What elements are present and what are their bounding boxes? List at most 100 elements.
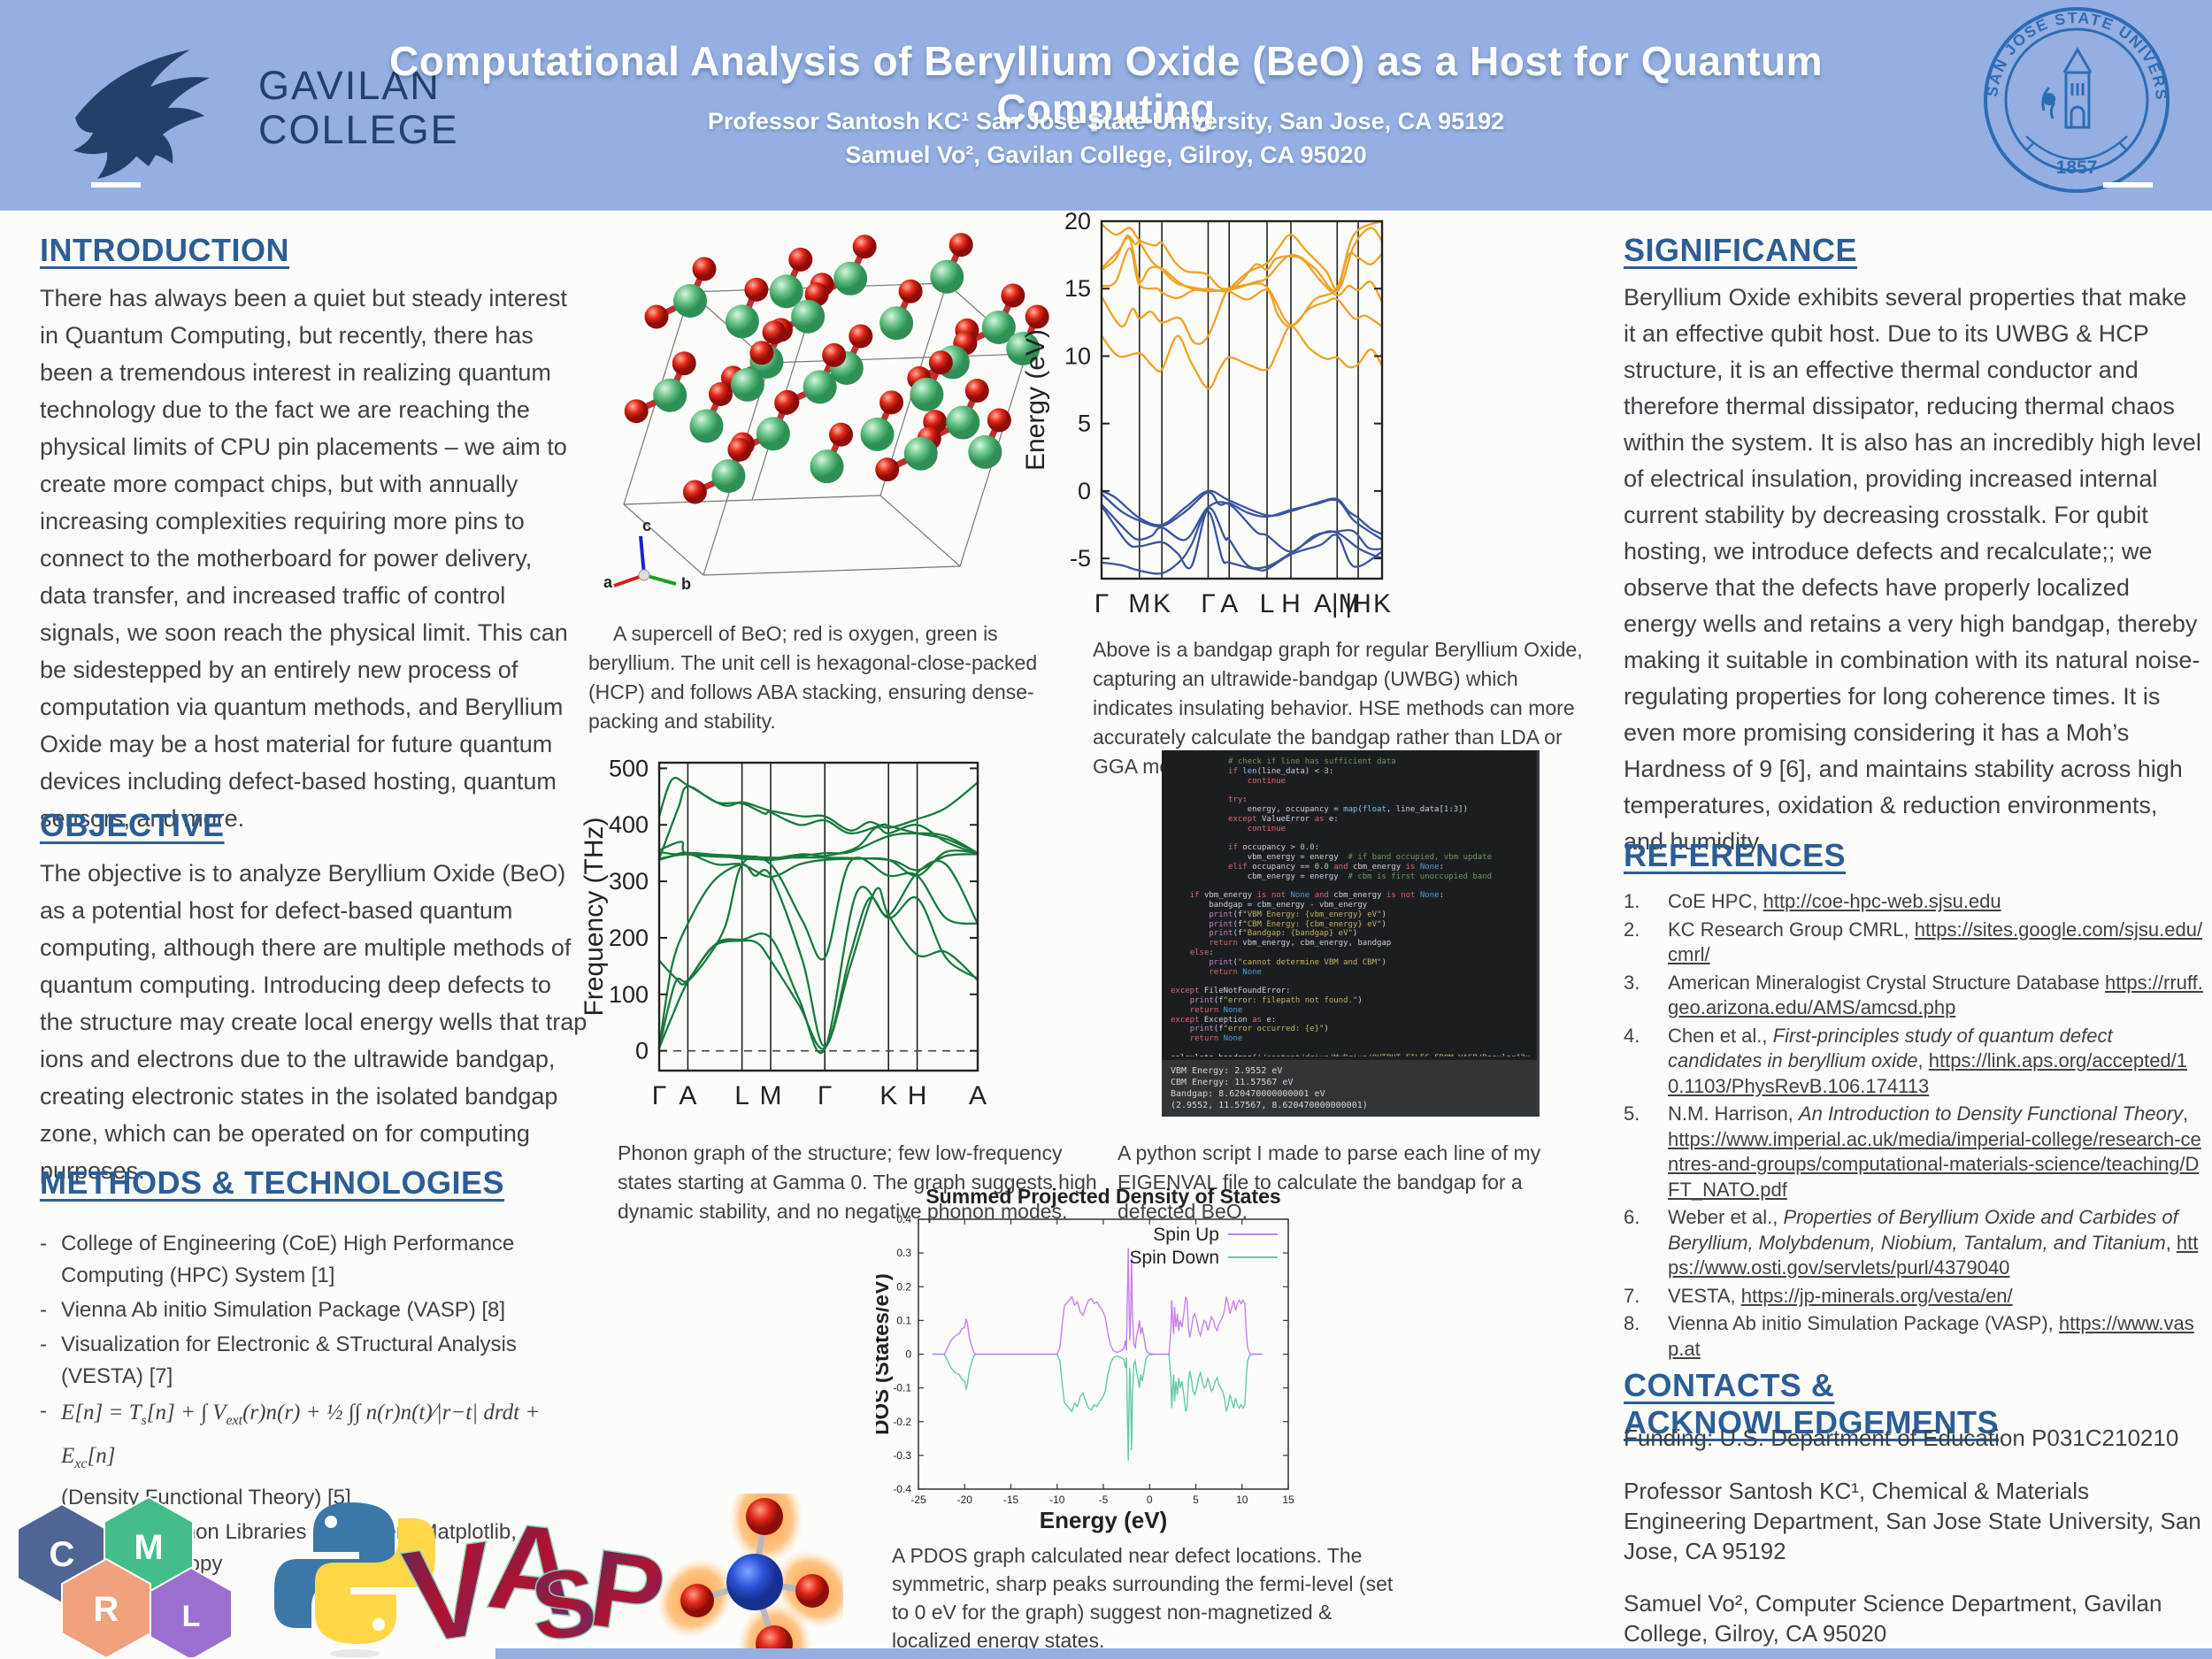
svg-text:5: 5 xyxy=(1078,411,1091,437)
svg-text:-0.1: -0.1 xyxy=(893,1382,911,1394)
reference-link[interactable]: http://coe-hpc-web.sjsu.edu xyxy=(1763,890,2001,912)
svg-text:100: 100 xyxy=(609,981,649,1008)
crystal-caption: A supercell of BeO; red is oxygen, green… xyxy=(588,622,1038,733)
svg-text:10: 10 xyxy=(1236,1494,1248,1506)
svg-text:Γ: Γ xyxy=(1201,589,1216,618)
svg-text:-15: -15 xyxy=(1003,1494,1019,1506)
cmrl-letter-m: M xyxy=(134,1528,163,1567)
svg-text:a: a xyxy=(603,573,613,591)
svg-text:300: 300 xyxy=(609,868,649,895)
reference-text: , xyxy=(2183,1102,2189,1125)
methods-item: - College of Engineering (CoE) High Perfo… xyxy=(40,1228,593,1292)
author-block: Professor Santosh KC¹ San Jose State Uni… xyxy=(327,104,1885,172)
reference-item: 6. Weber et al., Properties of Beryllium … xyxy=(1624,1205,2203,1281)
reference-text: N.M. Harrison, xyxy=(1668,1102,1799,1125)
gavilan-wordmark-line2: COLLEGE xyxy=(258,107,459,152)
reference-text: VESTA, xyxy=(1668,1284,1741,1307)
svg-text:H: H xyxy=(908,1081,927,1110)
section-heading-introduction: INTRODUCTION xyxy=(40,232,289,268)
svg-text:0.1: 0.1 xyxy=(896,1314,911,1326)
pdos-caption: A PDOS graph calculated near defect loca… xyxy=(892,1544,1394,1652)
svg-text:5: 5 xyxy=(1193,1494,1199,1506)
svg-text:-5: -5 xyxy=(1099,1494,1109,1506)
header-dash-right xyxy=(2103,182,2153,188)
reference-link[interactable]: https://sites.google.com/sjsu.edu/cmrl/ xyxy=(1668,918,2203,966)
svg-text:20: 20 xyxy=(1064,208,1091,234)
code-output: VBM Energy: 2.9552 eV CBM Energy: 11.575… xyxy=(1162,1060,1537,1117)
reference-text: Weber et al., xyxy=(1668,1206,1784,1228)
reference-link[interactable]: https://www.osti.gov/servlets/purl/43790… xyxy=(1668,1231,2199,1279)
reference-item: 4. Chen et al., First-principles study of… xyxy=(1624,1024,2203,1100)
reference-text: Vienna Ab initio Simulation Package (VAS… xyxy=(1668,1312,2059,1334)
cmrl-letter-c: C xyxy=(50,1535,75,1574)
python-script-screenshot: # check if line has sufficient data if l… xyxy=(1162,750,1540,1117)
svg-text:H: H xyxy=(1281,589,1301,618)
band-caption: Above is a bandgap graph for regular Ber… xyxy=(1093,638,1583,778)
svg-text:M: M xyxy=(1128,589,1150,618)
reference-link[interactable]: https://link.aps.org/accepted/10.1103/Ph… xyxy=(1668,1049,2188,1097)
introduction-text: There has always been a quiet but steady… xyxy=(40,285,568,832)
svg-text:M: M xyxy=(760,1081,782,1110)
bullet-dash: - xyxy=(40,1298,47,1322)
contact-2: Samuel Vo², Computer Science Department,… xyxy=(1624,1590,2162,1647)
reference-number: 3. xyxy=(1624,971,1640,994)
reference-link[interactable]: https://www.vasp.at xyxy=(1668,1312,2194,1360)
section-heading-contacts: CONTACTS & ACKNOWLEDGEMENTS xyxy=(1624,1367,1999,1440)
header-dash-left xyxy=(91,182,141,188)
svg-text:0: 0 xyxy=(1078,478,1091,504)
references-list: 1. CoE HPC, http://coe-hpc-web.sjsu.edu 2.… xyxy=(1624,889,2203,1364)
svg-text:Frequency (THz): Frequency (THz) xyxy=(580,817,609,1016)
svg-text:-25: -25 xyxy=(910,1494,926,1506)
gavilan-eagle-icon xyxy=(73,50,210,179)
svg-text:Energy (eV): Energy (eV) xyxy=(1021,329,1050,471)
svg-text:-5: -5 xyxy=(1070,545,1091,572)
svg-text:b: b xyxy=(681,575,691,593)
reference-item: 1. CoE HPC, http://coe-hpc-web.sjsu.edu xyxy=(1624,889,2203,915)
svg-text:Energy (eV): Energy (eV) xyxy=(1040,1507,1168,1533)
reference-number: 2. xyxy=(1624,918,1640,941)
reference-number: 1. xyxy=(1624,890,1640,912)
svg-text:DOS (States/eV): DOS (States/eV) xyxy=(876,1273,894,1435)
contact-1: Professor Santosh KC¹, Chemical & Materi… xyxy=(1624,1478,2201,1564)
reference-item: 5. N.M. Harrison, An Introduction to Dens… xyxy=(1624,1102,2203,1202)
svg-text:S: S xyxy=(526,1547,602,1657)
beo-supercell-figure: a b c xyxy=(603,233,1049,593)
section-heading-significance: SIGNIFICANCE xyxy=(1624,232,1858,268)
reference-text: , xyxy=(2165,1231,2177,1254)
bullet-dash: - xyxy=(40,1399,47,1423)
reference-link[interactable]: https://www.imperial.ac.uk/media/imperia… xyxy=(1668,1127,2201,1201)
bullet-dash: - xyxy=(40,1232,47,1256)
svg-text:0: 0 xyxy=(905,1348,911,1361)
svg-text:A: A xyxy=(969,1081,987,1110)
section-heading-references: REFERENCES xyxy=(1624,837,1847,873)
reference-text: Chen et al., xyxy=(1668,1024,1773,1047)
svg-text:V: V xyxy=(396,1512,503,1657)
svg-text:K: K xyxy=(1153,589,1171,618)
reference-link[interactable]: https://jp-minerals.org/vesta/en/ xyxy=(1740,1284,2013,1307)
reference-number: 6. xyxy=(1624,1206,1640,1228)
seal-year: 1857 xyxy=(2056,157,2098,178)
svg-text:|H: |H xyxy=(1345,589,1371,618)
svg-text:500: 500 xyxy=(609,755,649,781)
svg-text:Γ: Γ xyxy=(818,1081,833,1110)
author-line-1: Professor Santosh KC¹ San Jose State Uni… xyxy=(707,108,1505,134)
svg-text:Γ: Γ xyxy=(1094,589,1110,618)
reference-title: Properties of Beryllium Oxide and Carbid… xyxy=(1668,1206,2178,1254)
svg-text:Spin Up: Spin Up xyxy=(1153,1225,1219,1245)
svg-text:K: K xyxy=(1373,589,1391,618)
dft-equation: E[n] = Ts[n] + ∫ Vext(r)n(r) + ½ ∫∫ n(r)… xyxy=(61,1401,541,1471)
svg-text:A: A xyxy=(481,1495,585,1643)
reference-link[interactable]: https://rruff.geo.arizona.edu/AMS/amcsd.… xyxy=(1668,971,2203,1019)
svg-text:15: 15 xyxy=(1282,1494,1294,1506)
author-line-2: Samuel Vo², Gavilan College, Gilroy, CA … xyxy=(845,142,1367,168)
molecule-logo xyxy=(657,1494,843,1657)
svg-text:-10: -10 xyxy=(1049,1494,1065,1506)
reference-text: American Mineralogist Crystal Structure … xyxy=(1668,971,2105,994)
reference-item: 7. VESTA, https://jp-minerals.org/vesta/e… xyxy=(1624,1284,2203,1310)
svg-text:200: 200 xyxy=(609,925,649,951)
footer-logos: C M R L V A S P xyxy=(17,1494,843,1657)
reference-number: 5. xyxy=(1624,1102,1640,1125)
svg-text:Spin Down: Spin Down xyxy=(1129,1248,1219,1268)
svg-text:K: K xyxy=(879,1081,897,1110)
